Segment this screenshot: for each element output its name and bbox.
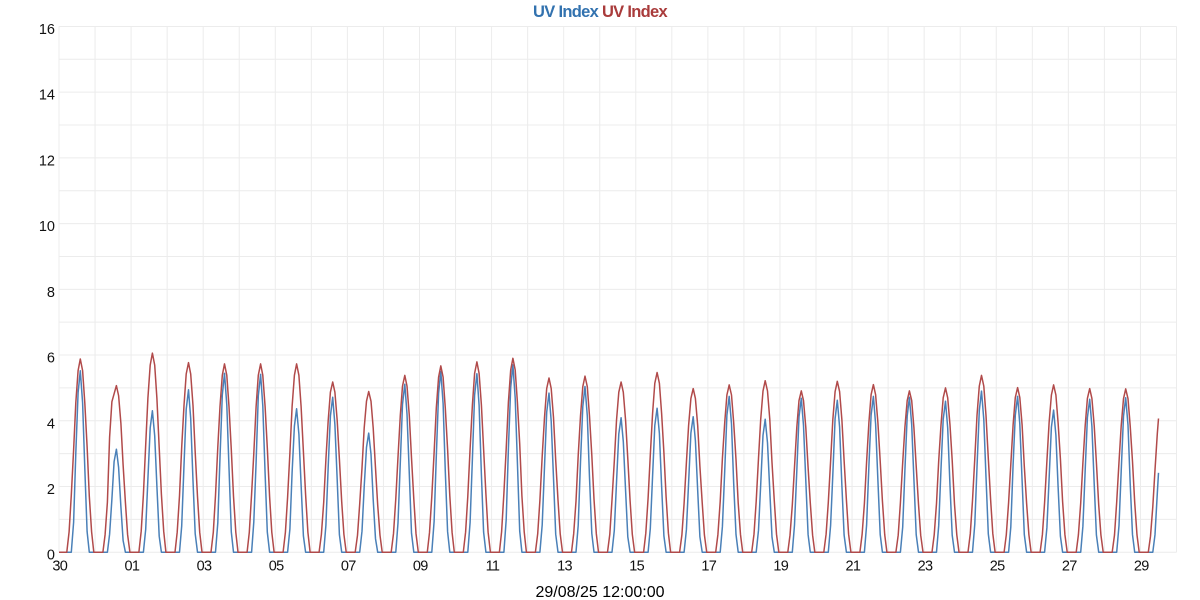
svg-text:25: 25 xyxy=(990,559,1005,575)
svg-text:05: 05 xyxy=(269,559,284,575)
svg-text:03: 03 xyxy=(197,559,212,575)
svg-text:11: 11 xyxy=(486,559,500,575)
svg-text:21: 21 xyxy=(846,559,861,575)
svg-text:15: 15 xyxy=(629,559,644,575)
svg-text:29/08/25 12:00:00: 29/08/25 12:00:00 xyxy=(535,584,664,600)
svg-text:13: 13 xyxy=(557,559,572,575)
svg-text:12: 12 xyxy=(39,153,55,169)
svg-text:14: 14 xyxy=(39,88,55,104)
svg-text:10: 10 xyxy=(39,219,55,235)
svg-text:8: 8 xyxy=(47,285,55,301)
svg-text:29: 29 xyxy=(1134,559,1149,575)
svg-text:0: 0 xyxy=(47,548,55,564)
svg-text:2: 2 xyxy=(47,482,55,498)
svg-text:16: 16 xyxy=(39,22,55,38)
svg-text:27: 27 xyxy=(1062,559,1077,575)
svg-text:23: 23 xyxy=(918,559,933,575)
svg-text:17: 17 xyxy=(701,559,716,575)
svg-text:07: 07 xyxy=(341,559,356,575)
svg-text:UV Index UV Index: UV Index UV Index xyxy=(533,3,668,21)
svg-text:19: 19 xyxy=(773,559,788,575)
svg-text:4: 4 xyxy=(47,416,55,432)
svg-text:6: 6 xyxy=(47,351,55,367)
svg-text:09: 09 xyxy=(413,559,428,575)
svg-text:30: 30 xyxy=(52,559,67,575)
svg-text:01: 01 xyxy=(125,559,140,575)
